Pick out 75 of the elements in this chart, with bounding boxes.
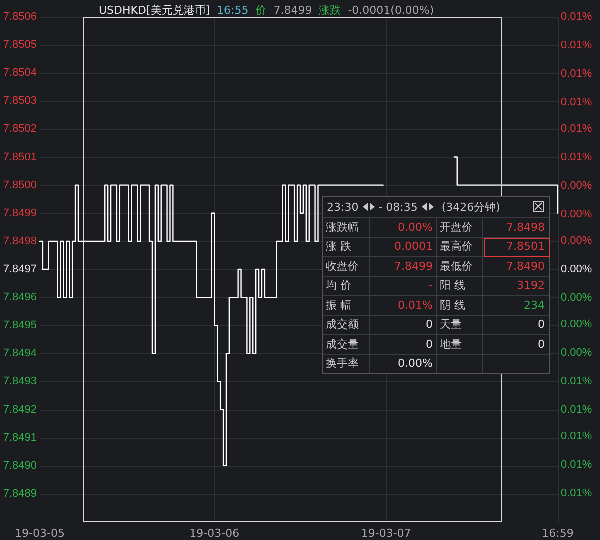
x-tick-label: 19-03-07 (361, 527, 412, 540)
annotation: 最高价 (440, 239, 473, 254)
y-tick-label: 7.8495 (3, 320, 37, 332)
chart-subtitle: 16:55 价 7.8499 涨跌 -0.0001(0.00%) (217, 4, 434, 17)
y2-tick-label: 0.00% (561, 180, 592, 192)
y-tick-label: 7.8506 (3, 11, 37, 23)
annotation: 振 幅 (326, 298, 352, 313)
y2-tick-label: 0.00% (561, 208, 592, 221)
annotation: 23:30 (327, 200, 359, 214)
annotation: 阳 线 (440, 278, 466, 294)
y2-tick-label: 0.01% (561, 96, 592, 109)
annotation: 0.01% (398, 298, 433, 312)
y2-tick-label: 0.01% (561, 430, 592, 442)
annotation: 0.00% (398, 357, 433, 370)
y-tick-label: 7.8490 (3, 460, 37, 472)
y-tick-label: 7.8500 (3, 179, 37, 192)
annotation: 0 (538, 338, 545, 351)
y2-tick-label: 0.01% (561, 40, 592, 52)
annotation: 开盘价 (440, 220, 473, 235)
y2-tick-label: 0.01% (561, 152, 592, 164)
annotation: 0 (426, 338, 433, 351)
annotation: 7.8499 (394, 260, 433, 273)
annotation: (3426分钟) (442, 200, 500, 214)
y2-tick-label: 0.01% (561, 487, 592, 500)
annotation: 成交额 (326, 317, 359, 332)
y2-tick-label: 0.00% (561, 234, 592, 247)
y-tick-label: 7.8492 (3, 404, 37, 416)
annotation: 7.8490 (506, 260, 545, 273)
y2-tick-label: 0.01% (561, 375, 592, 388)
annotation: - (429, 279, 433, 292)
y2-tick-label: 0.01% (561, 122, 592, 135)
annotation: - 08:35 (378, 200, 418, 214)
x-tick-label: 19-03-06 (190, 527, 240, 540)
annotation: 成交量 (326, 336, 359, 352)
annotation: 阴 线 (440, 298, 466, 313)
annotation: 0.0001 (394, 240, 433, 254)
y2-tick-label: 0.00% (561, 264, 592, 276)
y2-tick-label: 0.00% (561, 318, 592, 330)
y-tick-label: 7.8498 (3, 235, 37, 248)
y-tick-label: 7.8493 (3, 376, 37, 388)
annotation: 234 (524, 298, 545, 312)
y2-tick-label: 0.01% (561, 11, 592, 23)
annotation: 0 (538, 318, 545, 332)
x-tick-label: 19-03-05 (15, 527, 65, 540)
annotation: 均 价 (326, 278, 352, 294)
y-tick-label: 7.8491 (3, 432, 37, 444)
y2-tick-label: 0.00% (561, 292, 592, 304)
y2-tick-label: 0.00% (561, 346, 592, 359)
annotation: 最低价 (440, 258, 473, 274)
y-tick-label: 7.8501 (3, 151, 37, 164)
y-tick-label: 7.8503 (3, 95, 37, 108)
y2-tick-label: 0.01% (561, 404, 592, 416)
y-tick-label: 7.8497 (3, 264, 37, 276)
y-tick-label: 7.8502 (3, 123, 37, 136)
y-tick-label: 7.8505 (3, 39, 37, 52)
y-tick-label: 7.8496 (3, 292, 37, 304)
annotation: 涨跌幅 (326, 220, 359, 235)
annotation: 天量 (440, 317, 462, 332)
annotation: 0 (426, 318, 433, 332)
annotation: 3192 (517, 279, 545, 292)
chart-title: USDHKD[美元兑港币] (99, 4, 210, 17)
annotation: 收盘价 (326, 258, 359, 274)
annotation: 涨 跌 (326, 239, 352, 254)
x-tick-label: 16:59 (542, 527, 574, 540)
annotation: 地量 (440, 336, 462, 352)
annotation: 0.00% (398, 220, 433, 234)
y2-tick-label: 0.01% (561, 68, 592, 80)
annotation: 7.8501 (506, 240, 545, 254)
y-tick-label: 7.8494 (3, 348, 37, 360)
y2-tick-label: 0.01% (561, 458, 592, 471)
y-tick-label: 7.8499 (3, 207, 37, 220)
y-tick-label: 7.8504 (3, 67, 37, 80)
annotation: 换手率 (326, 356, 359, 372)
annotation: 7.8498 (506, 220, 545, 234)
y-tick-label: 7.8489 (3, 488, 37, 500)
